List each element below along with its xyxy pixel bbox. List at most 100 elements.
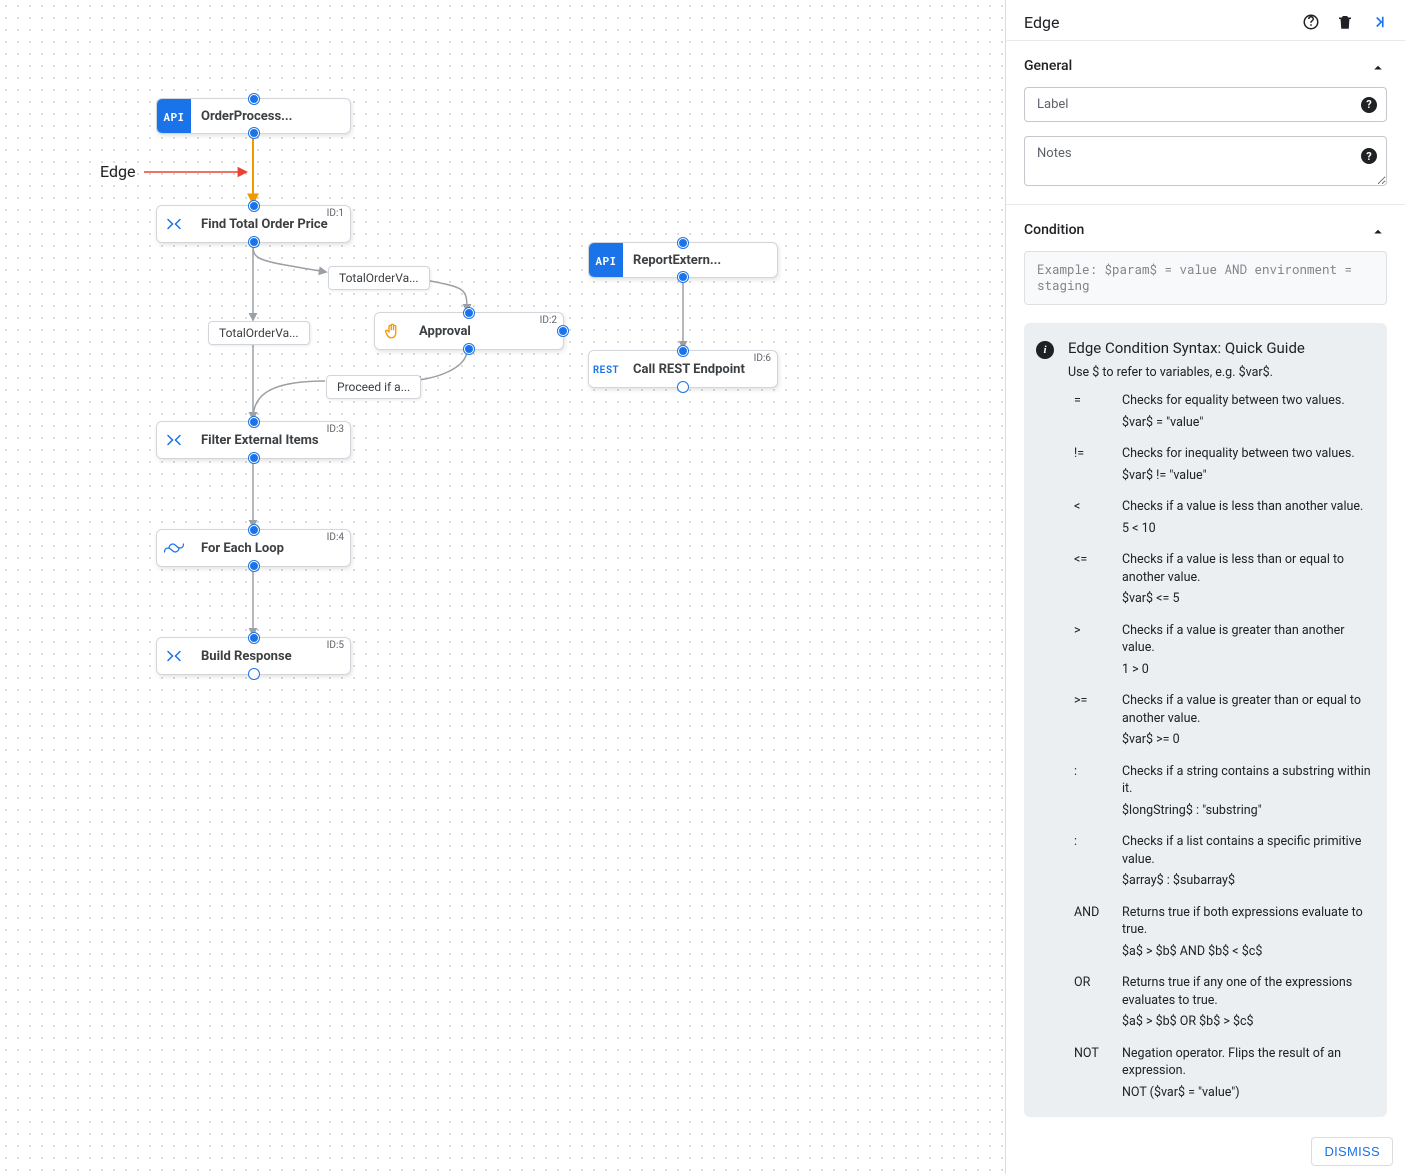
node-label: ReportExtern... [623,245,731,276]
syntax-guide: i Edge Condition Syntax: Quick Guide Use… [1024,323,1387,1117]
port-top[interactable] [678,346,688,356]
op-symbol: >= [1074,692,1114,749]
edge[interactable] [426,280,467,311]
op-symbol: : [1074,833,1114,890]
merge-icon [157,206,191,242]
port-bottom[interactable] [249,453,259,463]
op-desc: Checks if a value is greater than anothe… [1122,622,1371,679]
chevron-up-icon [1369,55,1387,77]
op-symbol: NOT [1074,1045,1114,1102]
op-desc: Checks if a string contains a substring … [1122,763,1371,820]
help-icon[interactable] [1301,12,1321,32]
node-id: ID:2 [540,315,557,326]
api-icon: API [589,243,623,277]
edge[interactable] [253,381,325,419]
node-id: ID:5 [327,640,344,651]
op-desc: Returns true if both expressions evaluat… [1122,904,1371,961]
op-desc: Returns true if any one of the expressio… [1122,974,1371,1031]
panel-header: Edge [1006,0,1405,40]
edge-label-totalOrder1[interactable]: TotalOrderVa... [328,266,430,290]
dismiss-button[interactable]: DISMISS [1311,1137,1393,1166]
port-bottom[interactable] [249,237,259,247]
port-bottom[interactable] [249,561,259,571]
port-top[interactable] [249,94,259,104]
port-bottom[interactable] [249,128,259,138]
condition-input[interactable]: Example: $param$ = value AND environment… [1024,251,1387,305]
op-symbol: > [1074,622,1114,679]
edges-layer [0,0,1005,1174]
flow-canvas[interactable]: Edge APIOrderProcess...Find Total Order … [0,0,1005,1174]
op-desc: Checks if a value is less than or equal … [1122,551,1371,608]
guide-subtitle: Use $ to refer to variables, e.g. $var$. [1068,365,1371,380]
panel-title: Edge [1024,13,1059,32]
port-top[interactable] [678,238,688,248]
edge-properties-panel: Edge General ? ? [1005,0,1405,1174]
edge-callout-label: Edge [100,162,135,181]
node-label: OrderProcess... [191,101,302,132]
op-desc: Checks if a value is less than another v… [1122,498,1371,537]
port-bottom[interactable] [464,344,474,354]
rest-icon: REST [589,351,623,387]
node-label: Approval [409,316,481,347]
node-label: Find Total Order Price [191,209,338,240]
collapse-panel-icon[interactable] [1369,12,1389,32]
edge[interactable] [414,350,467,380]
section-condition-title: Condition [1024,222,1084,238]
node-id: ID:3 [327,424,344,435]
delete-icon[interactable] [1335,12,1355,32]
op-symbol: : [1074,763,1114,820]
guide-title: Edge Condition Syntax: Quick Guide [1068,339,1371,357]
section-general-title: General [1024,58,1072,74]
label-help-icon[interactable]: ? [1361,97,1377,113]
edge-label-totalOrder2[interactable]: TotalOrderVa... [208,321,310,345]
info-icon: i [1036,341,1054,359]
op-desc: Checks if a value is greater than or equ… [1122,692,1371,749]
edge-label-proceedIf[interactable]: Proceed if a... [326,375,421,399]
label-input[interactable] [1024,87,1387,122]
merge-icon [157,422,191,458]
section-general-header[interactable]: General [1024,41,1387,87]
port-right[interactable] [558,326,568,336]
op-symbol: < [1074,498,1114,537]
node-label: Build Response [191,641,302,672]
hand-icon [375,313,409,349]
operator-grid: =Checks for equality between two values.… [1068,392,1371,1101]
section-condition-header[interactable]: Condition [1024,205,1387,251]
node-label: Filter External Items [191,425,329,456]
port-bottom[interactable] [249,669,259,679]
notes-help-icon[interactable]: ? [1361,148,1377,164]
op-symbol: OR [1074,974,1114,1031]
node-id: ID:6 [754,353,771,364]
op-symbol: <= [1074,551,1114,608]
port-top[interactable] [464,308,474,318]
port-bottom[interactable] [678,272,688,282]
node-reportExtern[interactable]: APIReportExtern... [588,242,778,278]
loop-icon [157,530,191,566]
op-symbol: != [1074,445,1114,484]
node-callRest[interactable]: RESTCall REST EndpointID:6 [588,350,778,388]
port-top[interactable] [249,417,259,427]
node-label: For Each Loop [191,533,294,564]
op-symbol: AND [1074,904,1114,961]
node-id: ID:1 [327,208,344,219]
merge-icon [157,638,191,674]
op-desc: Checks if a list contains a specific pri… [1122,833,1371,890]
notes-input[interactable] [1024,136,1387,186]
op-desc: Checks for inequality between two values… [1122,445,1371,484]
edge[interactable] [253,243,326,272]
op-desc: Checks for equality between two values.$… [1122,392,1371,431]
port-top[interactable] [249,525,259,535]
node-filterExternal[interactable]: Filter External ItemsID:3 [156,421,351,459]
chevron-up-icon [1369,219,1387,241]
port-top[interactable] [249,633,259,643]
port-top[interactable] [249,201,259,211]
op-desc: Negation operator. Flips the result of a… [1122,1045,1371,1102]
node-buildResponse[interactable]: Build Response ID:5 [156,637,351,675]
section-general: General ? ? [1006,40,1405,204]
node-forEach[interactable]: For Each Loop ID:4 [156,529,351,567]
node-findTotal[interactable]: Find Total Order PriceID:1 [156,205,351,243]
port-bottom[interactable] [678,382,688,392]
node-approval[interactable]: Approval ID:2 [374,312,564,350]
node-id: ID:4 [327,532,344,543]
node-orderProcess[interactable]: APIOrderProcess... [156,98,351,134]
